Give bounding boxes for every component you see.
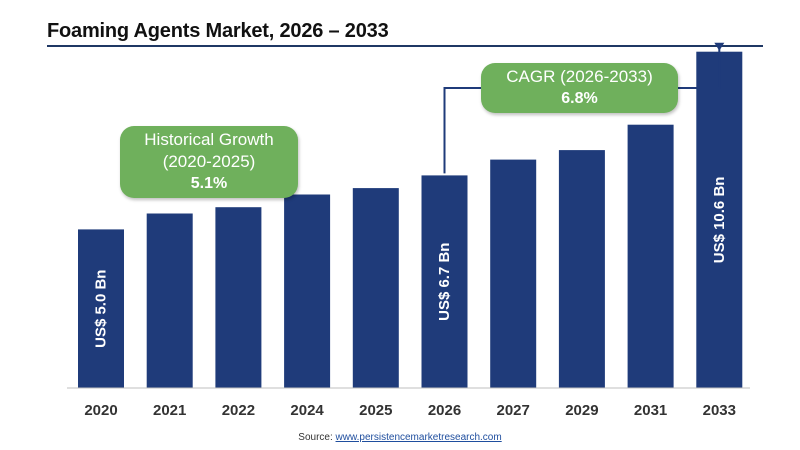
historical-growth-label: Historical Growth: [144, 130, 274, 149]
historical-growth-period: (2020-2025): [162, 152, 256, 171]
x-tick-label-2020: 2020: [84, 402, 117, 419]
x-tick-label-2031: 2031: [634, 402, 667, 419]
x-tick-label-2029: 2029: [565, 402, 598, 419]
page-title: Foaming Agents Market, 2026 – 2033: [47, 20, 389, 42]
data-label-2026: US$ 6.7 Bn: [436, 243, 453, 321]
x-tick-label-2025: 2025: [359, 402, 392, 419]
data-label-2020: US$ 5.0 Bn: [93, 270, 110, 348]
bar-2031: [627, 124, 674, 388]
source-label: Source:: [298, 432, 333, 443]
source-line: Source: www.persistencemarketresearch.co…: [0, 432, 800, 443]
bar-2021: [146, 213, 193, 388]
bar-2025: [352, 188, 399, 388]
source-link[interactable]: www.persistencemarketresearch.com: [335, 432, 502, 443]
bar-2022: [215, 207, 262, 388]
bar-2033: [696, 51, 743, 388]
cagr-value: 6.8%: [561, 90, 598, 107]
title-rule: [47, 45, 763, 47]
x-tick-label-2021: 2021: [153, 402, 186, 419]
x-tick-label-2033: 2033: [703, 402, 736, 419]
x-tick-label-2022: 2022: [222, 402, 255, 419]
cagr-label: CAGR (2026-2033): [506, 67, 653, 86]
bar-2020: [78, 229, 124, 388]
bar-2027: [490, 159, 537, 388]
bar-2029: [558, 150, 605, 388]
x-tick-label-2026: 2026: [428, 402, 461, 419]
bar-2024: [284, 194, 331, 388]
bar-chart: US$ 5.0 Bn US$ 6.7 Bn US$ 10.6 Bn 2020 2021…: [67, 42, 750, 419]
bar-2026: [421, 175, 468, 388]
data-label-2033: US$ 10.6 Bn: [711, 177, 728, 264]
x-tick-label-2024: 2024: [290, 402, 324, 419]
x-tick-label-2027: 2027: [497, 402, 530, 419]
cagr-arrowhead: [714, 42, 725, 51]
historical-growth-callout: Historical Growth (2020-2025) 5.1%: [120, 126, 298, 198]
cagr-callout: CAGR (2026-2033) 6.8%: [481, 63, 678, 113]
historical-growth-value: 5.1%: [190, 175, 228, 192]
